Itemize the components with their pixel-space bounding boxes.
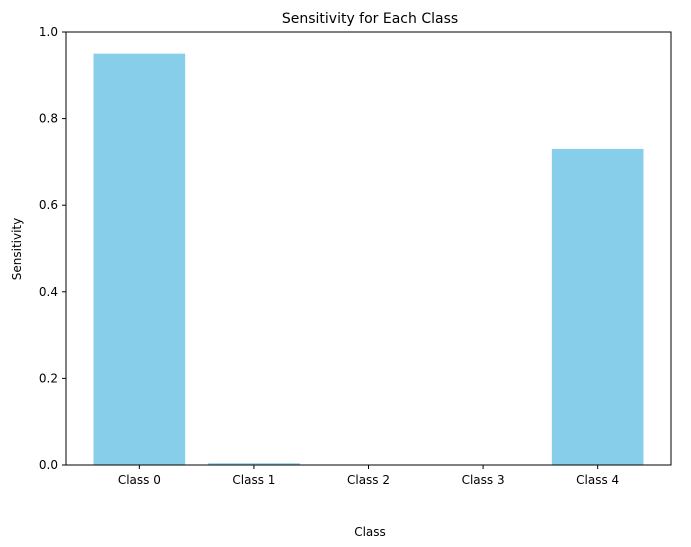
x-tick-label: Class 3 (462, 473, 505, 487)
x-axis-ticks: Class 0 Class 1 Class 2 Class 3 Class 4 (118, 465, 619, 487)
y-axis-label: Sensitivity (10, 218, 24, 280)
bar-class-4 (551, 148, 644, 465)
y-tick-label: 0.4 (39, 285, 58, 299)
x-tick-label: Class 1 (232, 473, 275, 487)
bar-class-1 (208, 463, 300, 465)
x-tick-label: Class 2 (347, 473, 390, 487)
x-axis-label: Class (354, 525, 386, 539)
bar-class-0 (93, 53, 186, 466)
y-axis-ticks: 0.0 0.2 0.4 0.6 0.8 1.0 (39, 25, 66, 472)
y-tick-label: 0.6 (39, 198, 58, 212)
y-tick-label: 0.2 (39, 371, 58, 385)
chart-title: Sensitivity for Each Class (282, 11, 458, 27)
plot-frame (65, 31, 672, 466)
y-tick-label: 0.8 (39, 112, 58, 126)
x-tick-label: Class 0 (118, 473, 161, 487)
y-tick-label: 0.0 (39, 458, 58, 472)
x-tick-label: Class 4 (576, 473, 619, 487)
bars-group (93, 53, 644, 466)
y-tick-label: 1.0 (39, 25, 58, 39)
